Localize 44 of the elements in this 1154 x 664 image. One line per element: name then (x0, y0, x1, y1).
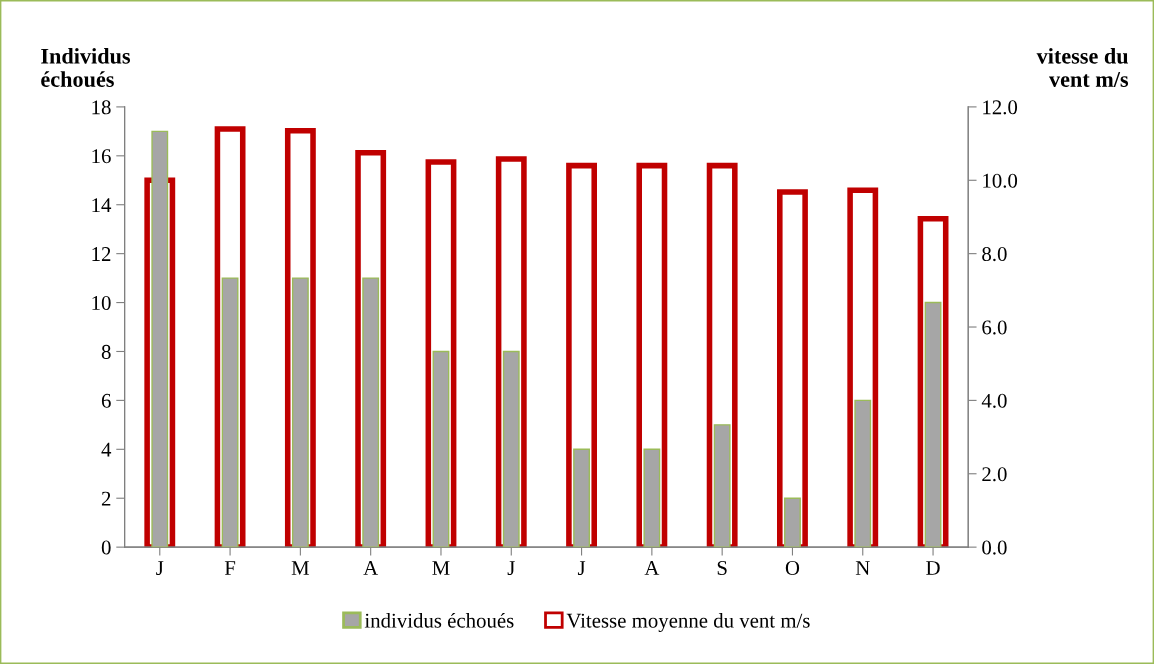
x-tick-label: O (785, 560, 800, 575)
x-tick-label: M (432, 561, 450, 575)
y-axis-title: Individus échoués (41, 48, 131, 87)
bar (221, 277, 239, 548)
y2-tick-label: 6.0 (982, 320, 1007, 335)
x-tick-label: F (224, 561, 236, 575)
bar (573, 448, 590, 548)
x-tick-label: A (644, 561, 660, 575)
x-tick-label: J (507, 561, 515, 575)
y-tick-label: 16 (92, 149, 111, 164)
bar (854, 399, 872, 548)
y-tick-label: 10 (92, 295, 111, 310)
y2-tick-label: 12.0 (983, 100, 1018, 115)
y-tick-label: 8 (101, 344, 111, 359)
y-tick-label: 6 (101, 393, 111, 408)
bar (643, 448, 661, 548)
x-tick-label: N (855, 561, 870, 575)
legend-label: individus échoués (364, 612, 514, 628)
y-tick-label: 12 (92, 247, 111, 261)
x-tick-label: A (363, 561, 379, 575)
bar (713, 424, 731, 548)
y2-axis-title: vitesse du vent m/s (1036, 48, 1129, 87)
x-tick-label: M (291, 561, 310, 575)
legend-label: Vitesse moyenne du vent m/s (566, 613, 810, 632)
y-tick-label: 0 (101, 540, 111, 555)
bar (924, 301, 942, 548)
y2-tick-label: 0.0 (982, 540, 1007, 555)
bar (362, 277, 380, 548)
y-tick-label: 4 (101, 442, 112, 457)
bar (291, 277, 309, 548)
x-tick-label: J (577, 561, 586, 575)
y2-tick-label: 8.0 (982, 247, 1007, 262)
x-tick-label: J (156, 561, 164, 575)
y2-tick-label: 10.0 (983, 173, 1018, 188)
x-tick-label: S (717, 560, 727, 575)
bar (784, 497, 801, 548)
bar (502, 350, 520, 548)
y2-tick-label: 4.0 (981, 393, 1007, 408)
x-tick-label: D (926, 561, 940, 575)
y2-tick-label: 2.0 (982, 467, 1007, 482)
y-tick-label: 14 (92, 198, 112, 212)
y-tick-label: 18 (92, 100, 111, 115)
y-tick-label: 2 (101, 491, 111, 506)
bar (432, 350, 450, 548)
